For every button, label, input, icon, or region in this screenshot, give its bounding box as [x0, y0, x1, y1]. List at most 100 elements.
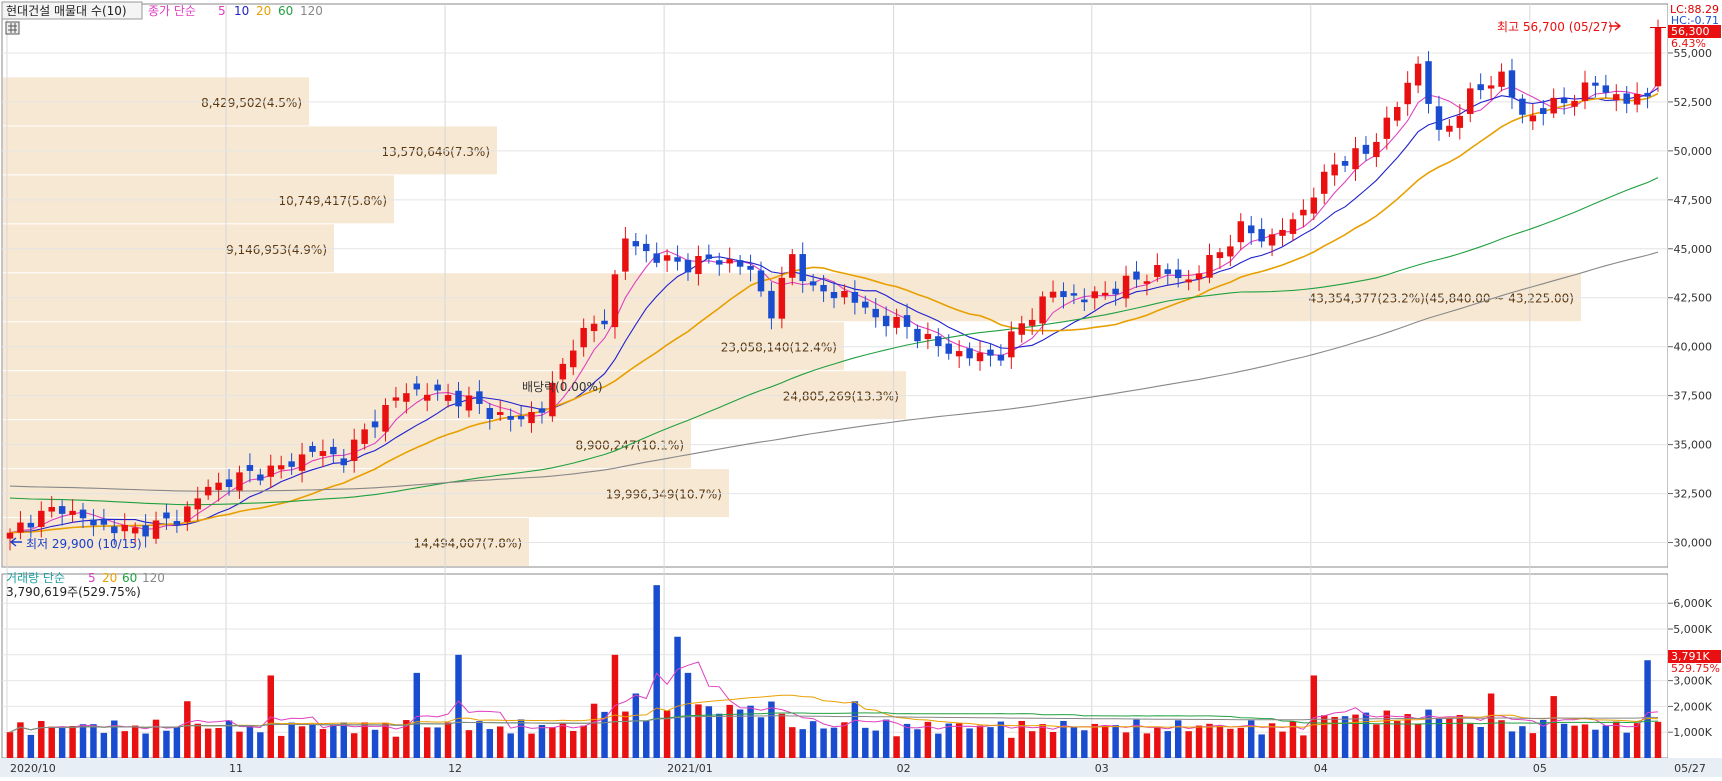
volume-bar[interactable]	[1477, 726, 1484, 758]
candle-body[interactable]	[1519, 98, 1526, 115]
volume-bar[interactable]	[632, 693, 640, 758]
volume-bar[interactable]	[1174, 720, 1182, 758]
volume-bar[interactable]	[1143, 733, 1151, 758]
volume-bar[interactable]	[1446, 717, 1453, 758]
volume-bar[interactable]	[1613, 721, 1620, 758]
volume-bar[interactable]	[476, 721, 483, 758]
volume-bar[interactable]	[163, 730, 170, 758]
candle-body[interactable]	[955, 351, 963, 357]
volume-bar[interactable]	[1164, 731, 1172, 758]
volume-bar[interactable]	[570, 730, 577, 758]
candle-body[interactable]	[841, 291, 848, 298]
volume-bar[interactable]	[38, 721, 45, 758]
volume-bar[interactable]	[1373, 724, 1380, 758]
volume-bar[interactable]	[1216, 725, 1224, 758]
volume-bar[interactable]	[1352, 714, 1359, 758]
candle-body[interactable]	[184, 506, 191, 522]
volume-bar[interactable]	[1237, 727, 1245, 758]
volume-bar[interactable]	[778, 713, 786, 758]
candlesticks[interactable]	[6, 19, 1666, 551]
volume-bar[interactable]	[1070, 726, 1078, 758]
volume-bar[interactable]	[423, 727, 431, 758]
volume-bar[interactable]	[1028, 731, 1036, 758]
candle-body[interactable]	[1487, 85, 1495, 89]
candle-body[interactable]	[131, 527, 139, 534]
volume-bar[interactable]	[1112, 725, 1119, 758]
volume-bar[interactable]	[1310, 675, 1318, 758]
candle-body[interactable]	[225, 479, 233, 488]
candle-body[interactable]	[684, 259, 692, 273]
candle-body[interactable]	[1258, 229, 1265, 242]
candle-body[interactable]	[726, 259, 733, 264]
candle-body[interactable]	[1456, 115, 1464, 128]
volume-bar[interactable]	[841, 722, 848, 758]
candle-body[interactable]	[1404, 82, 1411, 105]
volume-bar[interactable]	[1258, 734, 1265, 758]
candle-body[interactable]	[1320, 171, 1328, 194]
volume-bar[interactable]	[757, 717, 765, 758]
volume-bar[interactable]	[997, 721, 1005, 758]
volume-bar[interactable]	[663, 710, 671, 758]
candle-body[interactable]	[830, 291, 838, 299]
volume-bar[interactable]	[1227, 728, 1234, 758]
candle-body[interactable]	[1435, 106, 1443, 130]
candle-body[interactable]	[1154, 264, 1161, 277]
volume-bar[interactable]	[726, 704, 733, 758]
candle-body[interactable]	[465, 395, 473, 411]
candle-body[interactable]	[173, 521, 181, 525]
candle-body[interactable]	[716, 260, 723, 265]
volume-bar[interactable]	[1362, 712, 1370, 758]
volume-bar[interactable]	[194, 723, 201, 758]
candle-body[interactable]	[528, 411, 535, 424]
candle-body[interactable]	[1133, 271, 1140, 280]
candle-body[interactable]	[1341, 161, 1349, 166]
volume-bar[interactable]	[914, 729, 921, 758]
candle-body[interactable]	[1227, 246, 1234, 257]
volume-bar[interactable]	[1268, 723, 1276, 758]
volume-bar[interactable]	[1091, 723, 1098, 758]
candle-body[interactable]	[267, 465, 274, 477]
candle-body[interactable]	[1414, 63, 1422, 86]
candle-body[interactable]	[1070, 293, 1078, 296]
candle-body[interactable]	[622, 238, 629, 272]
candle-body[interactable]	[17, 522, 24, 533]
candle-body[interactable]	[330, 446, 337, 455]
candle-body[interactable]	[382, 404, 389, 432]
candle-body[interactable]	[340, 458, 348, 466]
candle-body[interactable]	[121, 524, 128, 532]
candle-body[interactable]	[1383, 117, 1391, 139]
candle-body[interactable]	[152, 520, 160, 539]
volume-bar[interactable]	[517, 719, 525, 758]
volume-bar[interactable]	[1279, 731, 1286, 758]
candle-body[interactable]	[903, 315, 911, 327]
volume-bar[interactable]	[1206, 723, 1213, 758]
candle-body[interactable]	[1373, 141, 1380, 158]
candle-body[interactable]	[570, 350, 577, 368]
candle-body[interactable]	[392, 397, 400, 401]
volume-bar[interactable]	[882, 719, 890, 758]
volume-bar[interactable]	[152, 719, 160, 758]
candle-body[interactable]	[1477, 84, 1484, 91]
candle-body[interactable]	[1081, 299, 1088, 303]
candle-body[interactable]	[1008, 331, 1015, 358]
volume-bar[interactable]	[1289, 721, 1297, 758]
volume-bar[interactable]	[236, 731, 243, 758]
candle-body[interactable]	[38, 510, 45, 527]
candle-body[interactable]	[747, 265, 754, 270]
volume-bar[interactable]	[1560, 723, 1568, 758]
candle-body[interactable]	[872, 308, 879, 318]
volume-bar[interactable]	[789, 727, 796, 758]
volume-bar[interactable]	[830, 727, 838, 758]
candle-body[interactable]	[1394, 106, 1401, 121]
volume-bar[interactable]	[1414, 723, 1422, 758]
candle-body[interactable]	[6, 532, 14, 539]
volume-bar[interactable]	[1435, 718, 1443, 758]
volume-bar[interactable]	[257, 732, 264, 758]
candle-body[interactable]	[1164, 269, 1172, 274]
volume-bar[interactable]	[903, 723, 911, 758]
volume-bar[interactable]	[1341, 716, 1349, 758]
volume-bar[interactable]	[392, 736, 400, 758]
candle-body[interactable]	[914, 328, 921, 342]
candle-body[interactable]	[1602, 85, 1610, 93]
volume-bar[interactable]	[966, 728, 973, 758]
